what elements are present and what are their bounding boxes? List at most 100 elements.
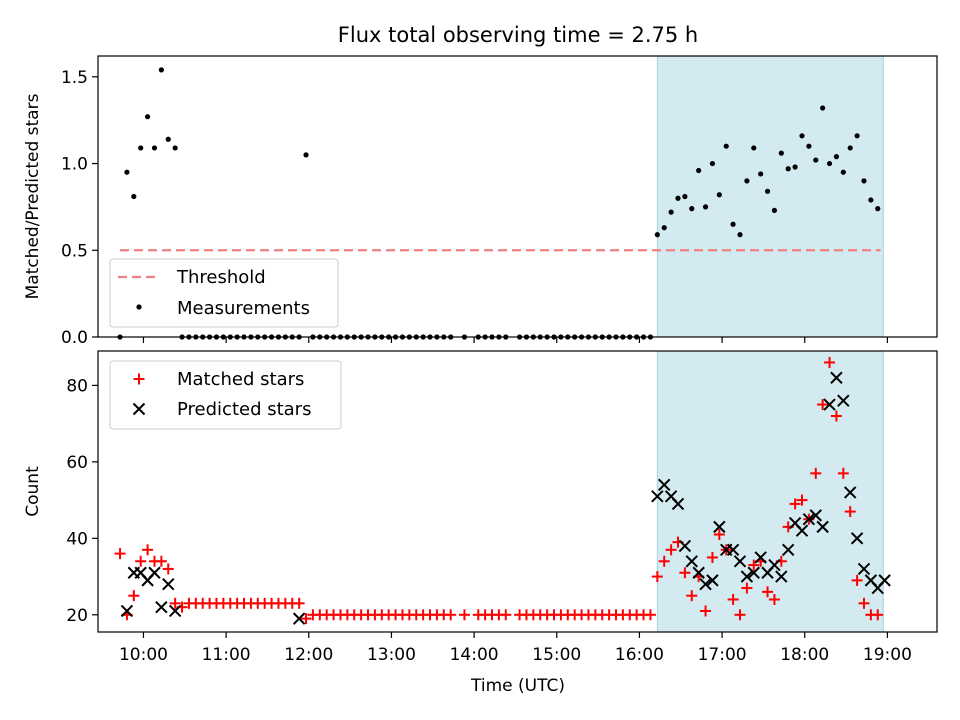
legend-box	[109, 258, 339, 328]
matched-star-point	[658, 555, 670, 567]
matched-star-point	[789, 498, 801, 510]
predicted-star-point	[802, 513, 816, 526]
measurement-point	[820, 105, 826, 111]
measurement-point	[826, 160, 833, 167]
measurement-point	[151, 145, 158, 151]
count-axes: 20 40 60 80 10:00 11:00 12:00 13:00 14:00 15:00 16…	[66, 376, 912, 665]
count-marks	[114, 356, 891, 625]
predicted-legend-marker	[132, 402, 146, 416]
measurement-point	[771, 207, 778, 213]
predicted-star-point	[685, 555, 698, 568]
measurement-point	[792, 164, 798, 170]
predicted-star-point	[878, 574, 891, 587]
predicted-legend-swatch	[132, 402, 146, 416]
measurement-point	[675, 195, 681, 201]
measurement-point	[303, 152, 309, 158]
measurement-point	[730, 221, 736, 227]
measurement-point	[778, 150, 784, 156]
measurement-point	[847, 145, 853, 151]
predicted-star-point	[120, 604, 134, 618]
measurement-point	[668, 209, 674, 215]
legend-threshold-label: Threshold	[176, 267, 266, 288]
measurement-point	[875, 206, 881, 212]
measurement-point	[709, 160, 716, 167]
measurement-point	[785, 166, 791, 172]
measurement-point	[682, 193, 688, 200]
measurement-point	[696, 167, 702, 174]
matched-star-point	[665, 544, 677, 556]
matched-star-point	[762, 586, 774, 598]
y-tick-label: 20	[66, 606, 88, 626]
predicted-star-point	[809, 509, 822, 522]
measurement-point	[716, 192, 722, 198]
matched-star-point	[748, 559, 760, 571]
x-axis-label: Time (UTC)	[470, 676, 565, 696]
matched-star-point	[858, 597, 870, 609]
matched-legend-swatch	[133, 373, 145, 385]
matched-star-point	[651, 571, 663, 583]
matched-star-point	[706, 551, 718, 563]
y-tick-label: 40	[66, 529, 88, 549]
measurement-point	[799, 133, 805, 139]
y-tick-label: 0.5	[61, 241, 88, 261]
y-tick-label: 0.0	[61, 328, 88, 348]
matched-star-point	[837, 467, 849, 479]
measurement-point	[131, 193, 137, 200]
matched-star-point	[445, 609, 457, 621]
matched-star-point	[155, 555, 167, 567]
predicted-star-point	[162, 578, 175, 591]
matched-star-point	[142, 544, 154, 556]
matched-star-point	[810, 467, 822, 479]
predicted-star-point	[747, 566, 760, 579]
measurement-point	[702, 204, 709, 210]
matched-star-point	[128, 590, 140, 602]
predicted-star-point	[850, 532, 864, 545]
measurement-point	[172, 145, 178, 151]
y-tick-label: 1.5	[61, 68, 88, 88]
matched-star-point	[686, 590, 698, 602]
measurement-point	[744, 178, 750, 184]
measurement-point	[813, 157, 819, 163]
predicted-star-point	[651, 490, 664, 503]
predicted-star-point	[857, 562, 871, 576]
y-tick-label: 1.0	[61, 155, 88, 175]
measurement-point	[689, 206, 695, 212]
predicted-star-point	[733, 555, 747, 568]
matched-star-point	[830, 410, 842, 422]
legend-measurements-label: Measurements	[177, 298, 310, 319]
measurement-point	[661, 225, 667, 231]
measurement-point	[138, 145, 144, 151]
x-tick-label: 10:00	[119, 645, 168, 665]
observing-span-shade	[656, 55, 884, 338]
ratio-axes: 0.0 0.5 1.0 1.5	[61, 68, 889, 348]
ratio-panel-frame	[97, 55, 938, 338]
predicted-star-point	[843, 486, 857, 499]
x-tick-label: 15:00	[532, 645, 581, 665]
matched-star-point	[727, 594, 739, 606]
measurement-point	[723, 143, 729, 149]
matched-star-point	[824, 356, 836, 368]
x-tick-label: 13:00	[367, 645, 416, 665]
predicted-star-point	[148, 566, 161, 579]
predicted-star-point	[292, 612, 306, 625]
matched-star-point	[458, 609, 470, 621]
predicted-star-point	[768, 558, 781, 572]
matched-star-point	[644, 609, 656, 621]
count-panel-frame	[97, 350, 938, 633]
predicted-star-point	[699, 578, 712, 591]
count-panel: 20 40 60 80 10:00 11:00 12:00 13:00 14:00 15:00 16…	[23, 350, 938, 696]
legend-predicted-label: Predicted stars	[177, 399, 311, 420]
measurement-point	[758, 171, 764, 177]
count-legend: Matched stars Predicted stars	[109, 360, 342, 430]
matched-star-point	[700, 605, 712, 617]
measurement-point	[751, 145, 757, 151]
y-tick-label: 80	[66, 376, 88, 396]
chart-title: Flux total observing time = 2.75 h	[338, 23, 698, 47]
measurement-point	[124, 169, 130, 175]
predicted-star-point	[706, 574, 719, 587]
measurement-point	[840, 169, 846, 175]
measurement-point	[144, 114, 151, 120]
predicted-star-point	[155, 600, 168, 614]
legend-box	[109, 360, 342, 430]
